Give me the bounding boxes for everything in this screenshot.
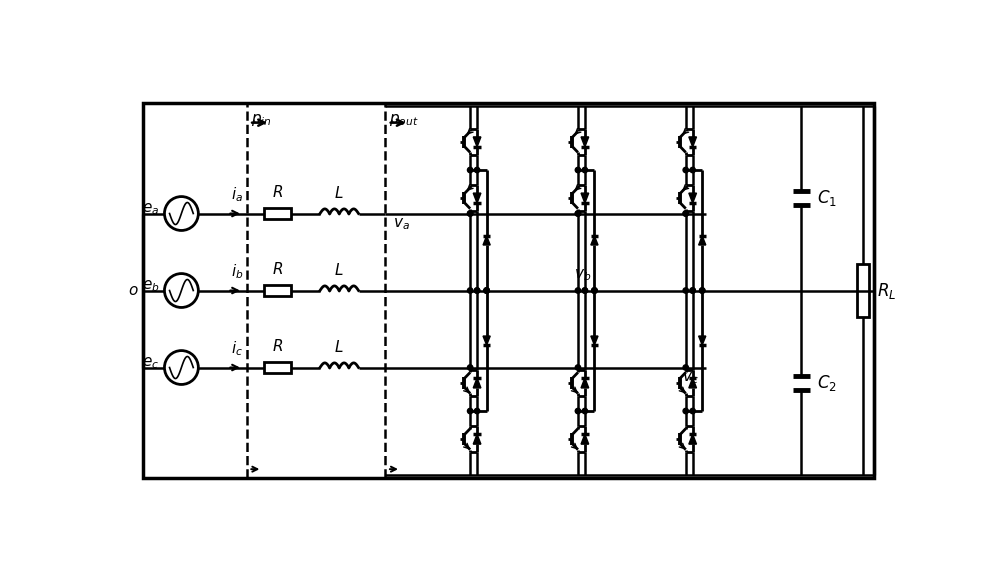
Circle shape (575, 211, 581, 216)
Circle shape (592, 288, 597, 293)
Circle shape (467, 365, 473, 370)
Polygon shape (699, 236, 706, 245)
Bar (264, 208, 291, 219)
Text: $i_a$: $i_a$ (231, 186, 243, 205)
Text: $R$: $R$ (272, 185, 283, 201)
Bar (143, 103, 874, 478)
Polygon shape (473, 193, 481, 203)
Circle shape (683, 211, 688, 216)
Polygon shape (581, 193, 589, 203)
Circle shape (690, 167, 695, 172)
Text: $C_1$: $C_1$ (817, 188, 837, 208)
Circle shape (592, 288, 597, 293)
Text: $v_a$: $v_a$ (393, 216, 410, 231)
Circle shape (582, 409, 588, 414)
Polygon shape (473, 378, 481, 388)
Circle shape (484, 288, 489, 293)
Circle shape (690, 409, 695, 414)
Circle shape (575, 167, 581, 172)
Circle shape (700, 288, 705, 293)
Text: $o$: $o$ (128, 283, 139, 298)
Text: $R$: $R$ (272, 261, 283, 277)
Bar (264, 285, 291, 296)
Polygon shape (483, 336, 490, 345)
Circle shape (467, 167, 473, 172)
Text: $v_b$: $v_b$ (574, 267, 591, 283)
Circle shape (474, 409, 480, 414)
Bar (264, 362, 291, 373)
Circle shape (683, 211, 688, 216)
Circle shape (467, 409, 473, 414)
Text: $i_c$: $i_c$ (231, 340, 243, 358)
Circle shape (575, 409, 581, 414)
Circle shape (474, 167, 480, 172)
Circle shape (582, 167, 588, 172)
Circle shape (474, 288, 480, 293)
Polygon shape (473, 137, 481, 147)
Circle shape (575, 211, 581, 216)
Circle shape (582, 288, 588, 293)
Circle shape (683, 167, 688, 172)
Circle shape (484, 288, 489, 293)
Text: $R$: $R$ (272, 339, 283, 355)
Circle shape (467, 211, 473, 216)
Circle shape (683, 365, 688, 370)
Polygon shape (699, 336, 706, 345)
Polygon shape (591, 236, 598, 245)
Circle shape (582, 288, 588, 293)
Polygon shape (591, 336, 598, 345)
Text: $L$: $L$ (334, 185, 344, 201)
Polygon shape (473, 434, 481, 444)
Text: $i_b$: $i_b$ (231, 262, 244, 281)
Circle shape (592, 288, 597, 293)
Polygon shape (581, 378, 589, 388)
Polygon shape (581, 434, 589, 444)
Circle shape (683, 409, 688, 414)
Text: $L$: $L$ (334, 339, 344, 355)
Text: $p_{in}$: $p_{in}$ (251, 112, 271, 128)
Circle shape (690, 288, 695, 293)
Polygon shape (581, 137, 589, 147)
Circle shape (484, 288, 489, 293)
Text: $R_L$: $R_L$ (877, 281, 896, 300)
Circle shape (575, 365, 581, 370)
Text: $e_a$: $e_a$ (142, 201, 159, 217)
Text: $L$: $L$ (334, 262, 344, 278)
Bar (857, 264, 869, 317)
Text: $e_b$: $e_b$ (142, 278, 159, 294)
Polygon shape (483, 236, 490, 245)
Text: $v_c$: $v_c$ (682, 370, 699, 386)
Circle shape (700, 288, 705, 293)
Text: $C_2$: $C_2$ (817, 373, 837, 393)
Text: $e_c$: $e_c$ (142, 355, 159, 371)
Circle shape (474, 288, 480, 293)
Circle shape (690, 288, 695, 293)
Polygon shape (689, 137, 696, 147)
Circle shape (575, 288, 581, 293)
Text: $p_{out}$: $p_{out}$ (389, 112, 419, 128)
Circle shape (467, 288, 473, 293)
Circle shape (683, 288, 688, 293)
Polygon shape (689, 193, 696, 203)
Polygon shape (689, 434, 696, 444)
Polygon shape (689, 378, 696, 388)
Circle shape (467, 211, 473, 216)
